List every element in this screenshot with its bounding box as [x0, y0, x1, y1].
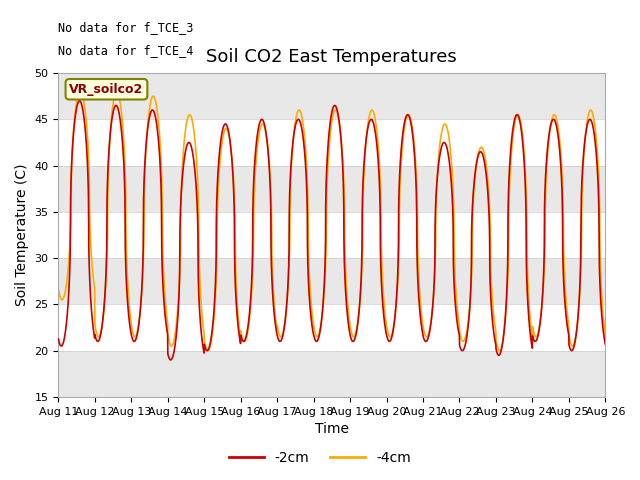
Text: No data for f_TCE_4: No data for f_TCE_4 [58, 44, 194, 57]
Y-axis label: Soil Temperature (C): Soil Temperature (C) [15, 164, 29, 306]
Bar [58, 304, 605, 351]
Bar [58, 73, 605, 120]
Text: VR_soilco2: VR_soilco2 [69, 83, 143, 96]
X-axis label: Time: Time [315, 422, 349, 436]
Title: Soil CO2 East Temperatures: Soil CO2 East Temperatures [207, 48, 457, 66]
Bar [58, 120, 605, 166]
Legend: -2cm, -4cm: -2cm, -4cm [223, 445, 417, 471]
Bar [58, 166, 605, 212]
Bar [58, 351, 605, 397]
Text: No data for f_TCE_3: No data for f_TCE_3 [58, 21, 194, 34]
Bar [58, 212, 605, 258]
Bar [58, 258, 605, 304]
